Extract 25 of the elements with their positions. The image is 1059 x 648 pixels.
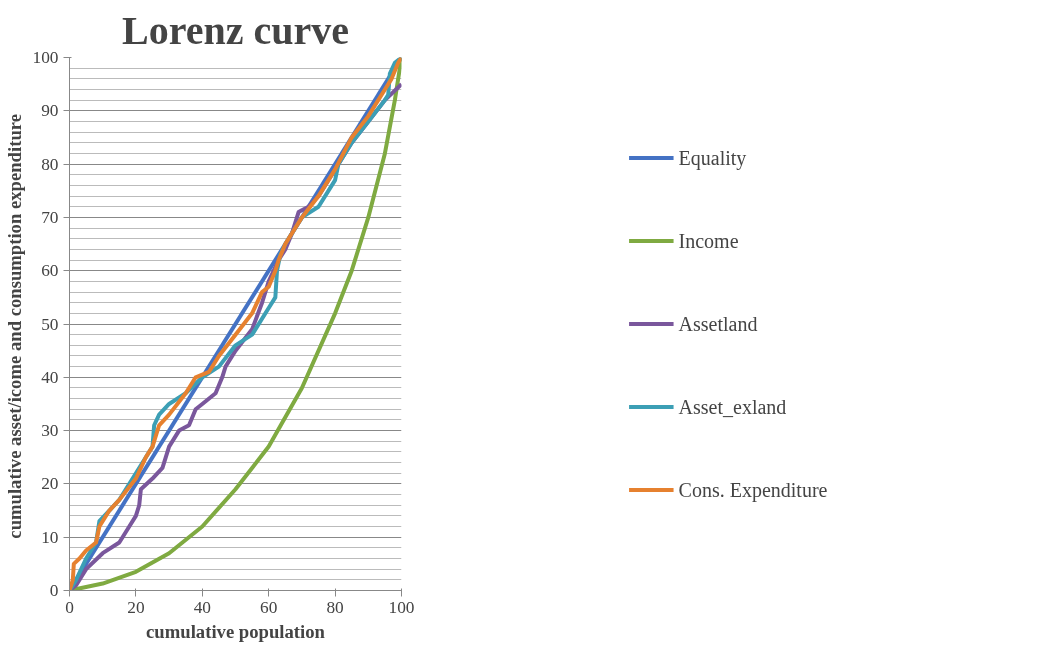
y-tick-label: 50	[41, 314, 59, 334]
y-tick-label: 70	[41, 207, 59, 227]
y-tick-label: 90	[41, 101, 59, 121]
legend-label: Income	[678, 229, 739, 252]
y-tick-label: 10	[41, 527, 59, 547]
y-tick-label: 30	[41, 421, 59, 441]
y-tick-label: 0	[49, 581, 59, 600]
chart-title: Lorenz curve	[122, 7, 349, 53]
x-tick-label: 40	[193, 597, 211, 617]
x-tick-label: 80	[326, 597, 344, 617]
x-axis-title: cumulative population	[146, 620, 326, 642]
x-tick-label: 20	[127, 597, 145, 617]
y-tick-label: 40	[41, 367, 59, 387]
y-axis-title: cumulative asset/icome and consumption expenditure	[3, 114, 25, 539]
legend-label: Assetland	[678, 312, 758, 335]
x-tick-label: 60	[260, 597, 278, 617]
y-tick-label: 80	[41, 154, 59, 174]
x-tick-label: 0	[65, 597, 74, 617]
y-tick-label: 60	[41, 261, 59, 281]
y-tick-label: 20	[41, 474, 59, 494]
legend-label: Cons. Expenditure	[678, 478, 828, 501]
x-tick-label: 100	[388, 597, 415, 617]
legend-label: Asset_exland	[678, 395, 787, 418]
y-tick-label: 100	[32, 48, 59, 67]
legend-label: Equality	[678, 146, 747, 169]
